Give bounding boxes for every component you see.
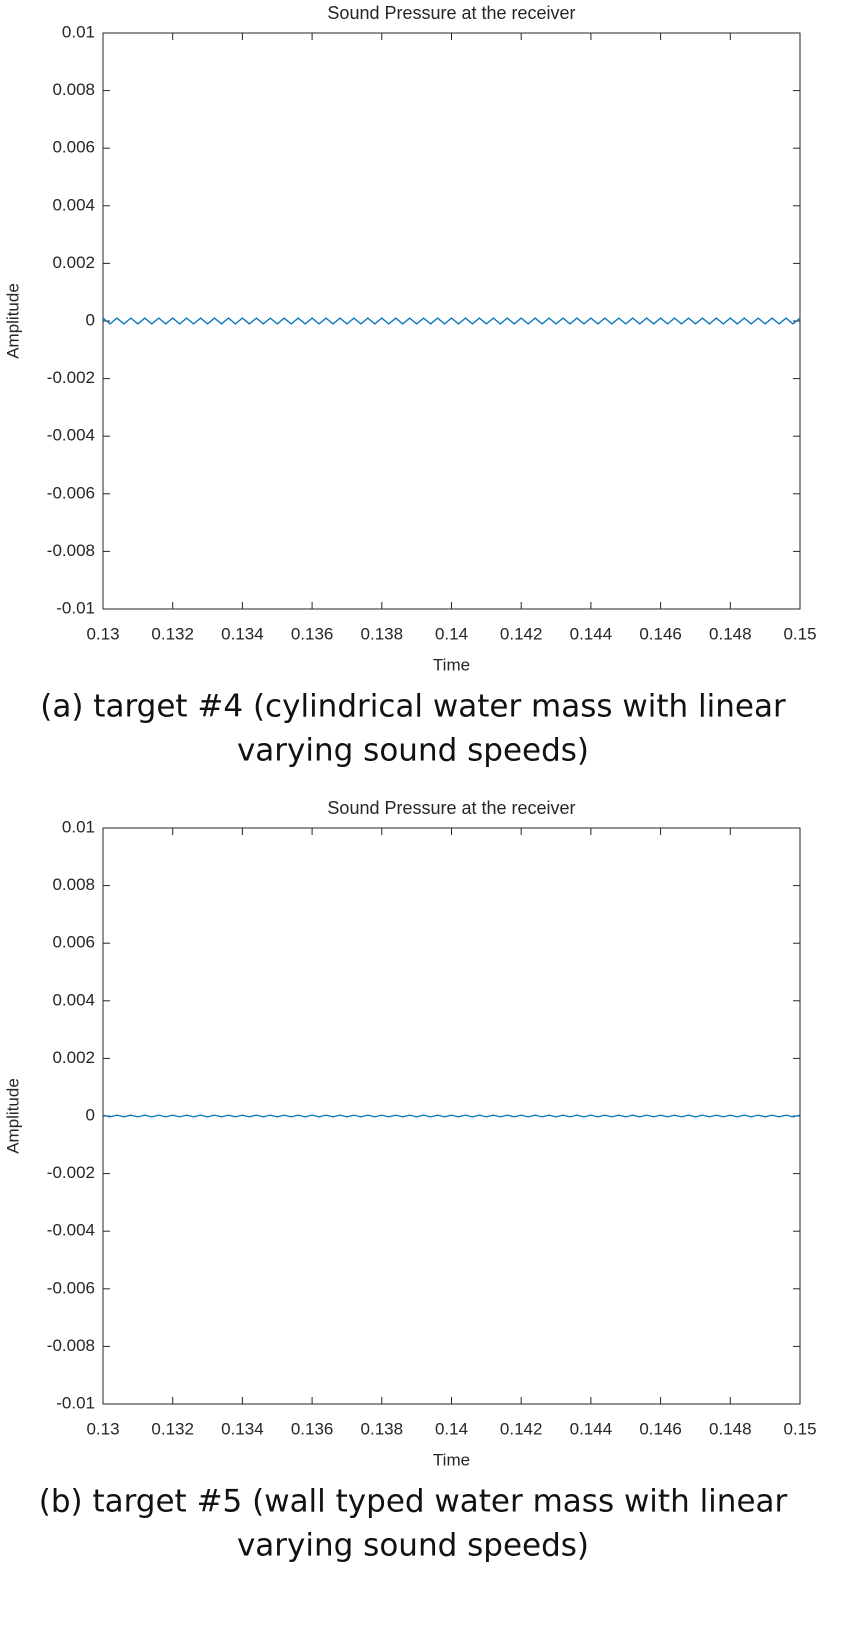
y-tick-label: 0.002 (52, 253, 95, 272)
x-tick-label: 0.136 (291, 624, 334, 643)
plot-area (102, 32, 801, 610)
x-tick-label: 0.132 (151, 1419, 194, 1438)
y-tick-label: 0.01 (62, 22, 95, 41)
y-tick-label: 0.004 (52, 195, 95, 214)
y-tick-label: 0 (86, 310, 95, 329)
x-tick-label: 0.136 (291, 1419, 334, 1438)
y-tick-label: -0.006 (47, 483, 95, 502)
y-tick-label: -0.004 (47, 426, 95, 445)
x-tick-label: 0.13 (86, 624, 119, 643)
y-tick-label: 0.008 (52, 875, 95, 894)
caption: (a) target #4 (cylindrical water mass wi… (40, 689, 786, 725)
x-tick-label: 0.134 (221, 1419, 264, 1438)
x-tick-label: 0.144 (570, 624, 613, 643)
y-tick-label: 0.004 (52, 990, 95, 1009)
y-tick-label: 0 (86, 1105, 95, 1124)
y-tick-label: -0.006 (47, 1278, 95, 1297)
y-tick-label: -0.002 (47, 368, 95, 387)
y-tick-label: 0.006 (52, 138, 95, 157)
y-tick-label: -0.01 (56, 598, 95, 617)
x-axis-label: Time (433, 655, 470, 674)
x-axis-label: Time (433, 1450, 470, 1469)
x-tick-label: 0.148 (709, 624, 752, 643)
y-tick-label: 0.008 (52, 80, 95, 99)
y-tick-label: -0.002 (47, 1163, 95, 1182)
caption: varying sound speeds) (237, 733, 589, 769)
x-tick-label: 0.138 (361, 1419, 404, 1438)
x-tick-label: 0.134 (221, 624, 264, 643)
y-tick-label: -0.008 (47, 1336, 95, 1355)
y-axis-label: Amplitude (3, 283, 22, 359)
chart-title: Sound Pressure at the receiver (327, 798, 575, 818)
y-tick-label: 0.006 (52, 933, 95, 952)
chart-title: Sound Pressure at the receiver (327, 3, 575, 23)
x-tick-label: 0.146 (639, 624, 682, 643)
signal-line (102, 1114, 801, 1118)
x-tick-label: 0.132 (151, 624, 194, 643)
x-tick-label: 0.14 (435, 1419, 468, 1438)
y-tick-label: -0.004 (47, 1221, 95, 1240)
x-tick-label: 0.15 (783, 1419, 816, 1438)
x-tick-label: 0.14 (435, 624, 468, 643)
caption: (b) target #5 (wall typed water mass wit… (39, 1484, 788, 1520)
signal-line (102, 317, 801, 325)
y-axis-label: Amplitude (3, 1078, 22, 1154)
y-tick-label: 0.002 (52, 1048, 95, 1067)
x-tick-label: 0.142 (500, 1419, 543, 1438)
x-tick-label: 0.13 (86, 1419, 119, 1438)
x-tick-label: 0.148 (709, 1419, 752, 1438)
y-tick-label: -0.008 (47, 541, 95, 560)
x-tick-label: 0.144 (570, 1419, 613, 1438)
x-tick-label: 0.146 (639, 1419, 682, 1438)
y-tick-label: -0.01 (56, 1393, 95, 1412)
caption: varying sound speeds) (237, 1528, 589, 1564)
x-tick-label: 0.15 (783, 624, 816, 643)
x-tick-label: 0.142 (500, 624, 543, 643)
x-tick-label: 0.138 (361, 624, 404, 643)
y-tick-label: 0.01 (62, 817, 95, 836)
plot-area (102, 827, 801, 1405)
